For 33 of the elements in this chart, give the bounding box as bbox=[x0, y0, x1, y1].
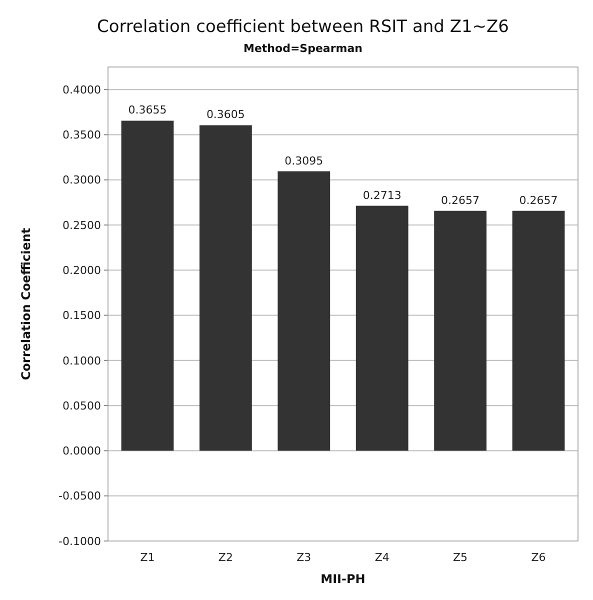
x-tick-label: Z4 bbox=[374, 551, 390, 564]
bar bbox=[278, 171, 330, 451]
y-tick-label: 0.3500 bbox=[62, 128, 101, 142]
data-label: 0.2657 bbox=[441, 194, 480, 207]
bar bbox=[434, 210, 486, 451]
y-tick-label: 0.1500 bbox=[62, 309, 101, 322]
x-axis-title: MII-PH bbox=[320, 572, 366, 586]
x-tick-label: Z1 bbox=[140, 551, 155, 564]
x-tick-label: Z6 bbox=[531, 551, 546, 564]
y-tick-label: -0.1000 bbox=[58, 534, 101, 548]
y-tick-label: 0.0500 bbox=[62, 399, 101, 412]
data-label: 0.2657 bbox=[519, 194, 558, 207]
bar bbox=[199, 125, 252, 451]
data-label: 0.2713 bbox=[362, 188, 402, 202]
bar bbox=[121, 120, 174, 451]
y-tick-label: 0.2000 bbox=[62, 264, 101, 277]
data-label: 0.3605 bbox=[206, 108, 245, 122]
bar bbox=[512, 210, 565, 451]
y-tick-label: 0.0000 bbox=[62, 444, 101, 458]
chart-subtitle: Method=Spearman bbox=[244, 42, 362, 55]
y-axis-title: Correlation Coefficient bbox=[19, 228, 33, 380]
x-tick-label: Z3 bbox=[296, 551, 312, 564]
y-tick-label: -0.0500 bbox=[58, 490, 101, 503]
bar bbox=[356, 206, 408, 451]
y-tick-label: 0.3000 bbox=[62, 174, 101, 187]
y-tick-label: 0.2500 bbox=[62, 218, 101, 232]
x-tick-label: Z2 bbox=[218, 551, 233, 564]
data-label: 0.3095 bbox=[284, 154, 324, 168]
y-tick-label: 0.1000 bbox=[62, 354, 101, 368]
chart-title: Correlation coefficient between RSIT and Z1~Z6 bbox=[96, 17, 510, 37]
x-tick-label: Z5 bbox=[453, 551, 468, 564]
y-tick-label: 0.4000 bbox=[62, 83, 101, 96]
data-label: 0.3655 bbox=[128, 104, 167, 117]
